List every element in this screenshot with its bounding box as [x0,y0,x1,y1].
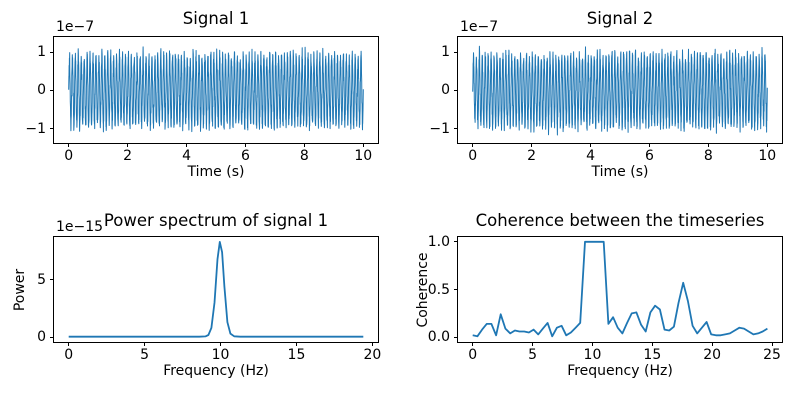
axes-signal-2 [457,36,783,144]
tick-mark [244,143,246,147]
plot-title-coherence: Coherence between the timeseries [475,211,765,230]
x-tick-label: 6 [644,148,654,164]
x-tick-label: 0 [468,148,478,164]
x-tick-label: 15 [287,347,306,363]
x-axis-label-signal-2: Time (s) [591,164,649,180]
y-tick-label: 0.5 [427,281,450,298]
tick-mark [454,336,458,338]
y-tick-label: 1 [441,44,450,61]
x-tick-label: 10 [211,347,230,363]
y-axis-offset-power-spectrum: 1e−15 [56,219,104,235]
x-tick-label: 2 [123,148,133,164]
x-tick-label: 25 [763,347,781,363]
y-tick-label: 0 [37,329,46,346]
tick-mark [590,143,592,147]
x-axis-label-power-spectrum: Frequency (Hz) [163,363,269,379]
x-tick-label: 8 [703,148,713,164]
tick-mark [766,143,768,147]
tick-mark [68,342,70,346]
tick-mark [771,342,773,346]
tick-mark [472,342,474,346]
series-line [472,240,768,338]
y-axis-label-power: Power [12,268,28,312]
series-line [68,241,364,338]
tick-mark [707,143,709,147]
y-tick-label: 1 [37,44,46,61]
tick-mark [68,143,70,147]
tick-mark [711,342,713,346]
tick-mark [127,143,129,147]
tick-mark [50,128,54,129]
y-tick-label: 0.0 [427,329,450,346]
tick-mark [144,342,146,346]
x-tick-label: 8 [299,148,309,164]
tick-mark [371,342,373,346]
tick-mark [454,128,458,129]
x-tick-label: 10 [354,148,373,164]
y-tick-label: 0 [37,82,46,99]
x-tick-label: 10 [583,347,602,363]
y-tick-label: 0 [441,82,450,99]
plot-title-signal-1: Signal 1 [182,9,250,28]
tick-mark [454,89,458,91]
y-tick-label: 5 [37,271,46,288]
x-tick-label: 4 [586,148,595,164]
tick-mark [454,241,458,243]
tick-mark [50,279,54,281]
tick-mark [454,289,458,290]
x-tick-label: 0 [64,347,74,363]
x-axis-label-signal-1: Time (s) [187,164,245,180]
x-tick-label: 5 [528,347,538,363]
tick-mark [362,143,364,147]
tick-mark [50,89,54,91]
x-tick-label: 20 [703,347,722,363]
y-tick-label: −1 [429,120,450,137]
tick-mark [531,143,533,147]
x-tick-label: 4 [182,148,191,164]
y-tick-label: −1 [25,120,46,137]
x-axis-label-coherence: Frequency (Hz) [567,363,673,379]
plot-title-power-spectrum: Power spectrum of signal 1 [103,211,329,230]
tick-mark [220,342,222,346]
axes-signal-1 [53,36,379,144]
tick-mark [50,336,54,338]
axes-power-spectrum [53,236,379,343]
tick-mark [303,143,305,147]
y-tick-label: 1.0 [427,233,450,250]
tick-mark [651,342,653,346]
tick-mark [648,143,650,147]
plot-title-signal-2: Signal 2 [586,9,654,28]
tick-mark [186,143,188,147]
x-tick-label: 10 [758,148,777,164]
y-axis-offset-signal-1: 1e−7 [56,19,95,35]
tick-mark [454,51,458,53]
axes-coherence [457,236,783,343]
tick-mark [295,342,297,346]
x-tick-label: 6 [240,148,250,164]
tick-mark [50,51,54,53]
x-tick-label: 0 [468,347,478,363]
x-tick-label: 5 [140,347,150,363]
tick-mark [591,342,593,346]
x-tick-label: 0 [64,148,74,164]
x-tick-label: 20 [363,347,382,363]
tick-mark [472,143,474,147]
series-line [68,46,364,133]
tick-mark [532,342,534,346]
y-axis-offset-signal-2: 1e−7 [460,19,499,35]
series-line [472,45,768,136]
x-tick-label: 15 [643,347,662,363]
x-tick-label: 2 [527,148,537,164]
